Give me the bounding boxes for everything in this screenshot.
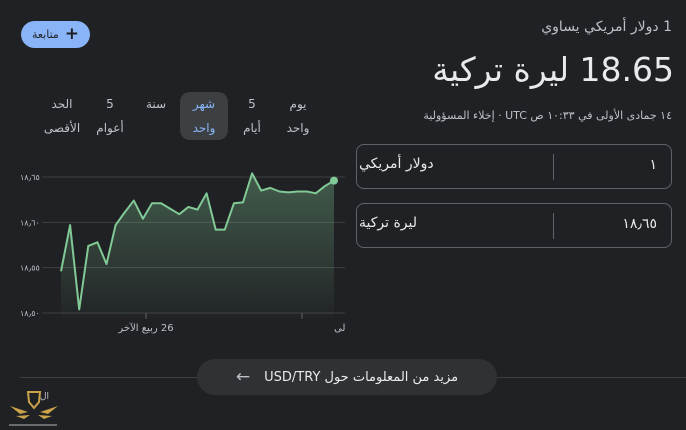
tab-1-year[interactable]: سنة xyxy=(145,97,167,111)
exchange-rate: 18.65 ليرة تركية xyxy=(432,50,674,89)
tab-5-days[interactable]: 5 أيام xyxy=(243,97,261,135)
tab-max[interactable]: الحد الأقصى xyxy=(43,97,81,135)
y-tick-label: ١٨٫٦٠ xyxy=(20,218,40,227)
svg-text:ال: ال xyxy=(40,392,49,402)
rate-subtitle: ١٤ جمادى الأولى في ١٠:٣٣ ص UTC · إخلاء ا… xyxy=(423,109,672,122)
x-tick-label: 26 ربيع الآخر xyxy=(117,322,173,334)
follow-button[interactable]: + متابعة xyxy=(21,21,90,48)
timestamp: ١٤ جمادى الأولى في ١٠:٣٣ ص UTC xyxy=(505,109,672,122)
separator: · xyxy=(494,109,506,122)
rate-value: 18.65 xyxy=(579,50,674,89)
divider xyxy=(553,213,554,239)
follow-label: متابعة xyxy=(31,28,59,41)
to-currency-select[interactable]: ليرة تركية xyxy=(359,215,418,231)
arrow-left-icon: ← xyxy=(235,367,251,387)
tab-1-day[interactable]: يوم واحد xyxy=(286,97,310,135)
plus-icon: + xyxy=(64,24,80,44)
more-info-button[interactable]: مزيد من المعلومات حول USD/TRY ← xyxy=(197,359,497,395)
chart-area xyxy=(61,173,334,318)
watermark-logo: ال xyxy=(9,391,58,426)
equals-text: 1 دولار أمريكي يساوي xyxy=(541,19,672,35)
from-amount-input[interactable]: ١ xyxy=(649,157,657,173)
more-info-label: مزيد من المعلومات حول USD/TRY xyxy=(264,369,459,385)
tab-5-years[interactable]: 5 أعوام xyxy=(96,97,124,135)
to-currency-box: ١٨٫٦٥ ليرة تركية xyxy=(356,203,672,248)
divider xyxy=(553,154,554,180)
from-currency-select[interactable]: دولار أمريكي xyxy=(359,156,434,172)
rate-chart[interactable]: ١٨٫٦٥ ١٨٫٦٠ ١٨٫٥٥ ١٨٫٥٠ 26 ربيع الآخر 11 جماد… xyxy=(0,150,345,340)
rate-currency: ليرة تركية xyxy=(432,50,570,89)
y-tick-label: ١٨٫٦٥ xyxy=(20,173,40,182)
y-tick-label: ١٨٫٥٠ xyxy=(20,309,40,318)
current-point-marker xyxy=(330,176,338,185)
to-amount-input[interactable]: ١٨٫٦٥ xyxy=(622,216,657,232)
x-tick-label: 11 جمادى الأولى xyxy=(334,321,345,334)
from-currency-box: ١ دولار أمريكي xyxy=(356,144,672,189)
tab-1-month[interactable]: شهر واحد xyxy=(180,92,228,140)
disclaimer-link[interactable]: إخلاء المسؤولية xyxy=(423,109,495,122)
y-tick-label: ١٨٫٥٥ xyxy=(20,264,40,273)
